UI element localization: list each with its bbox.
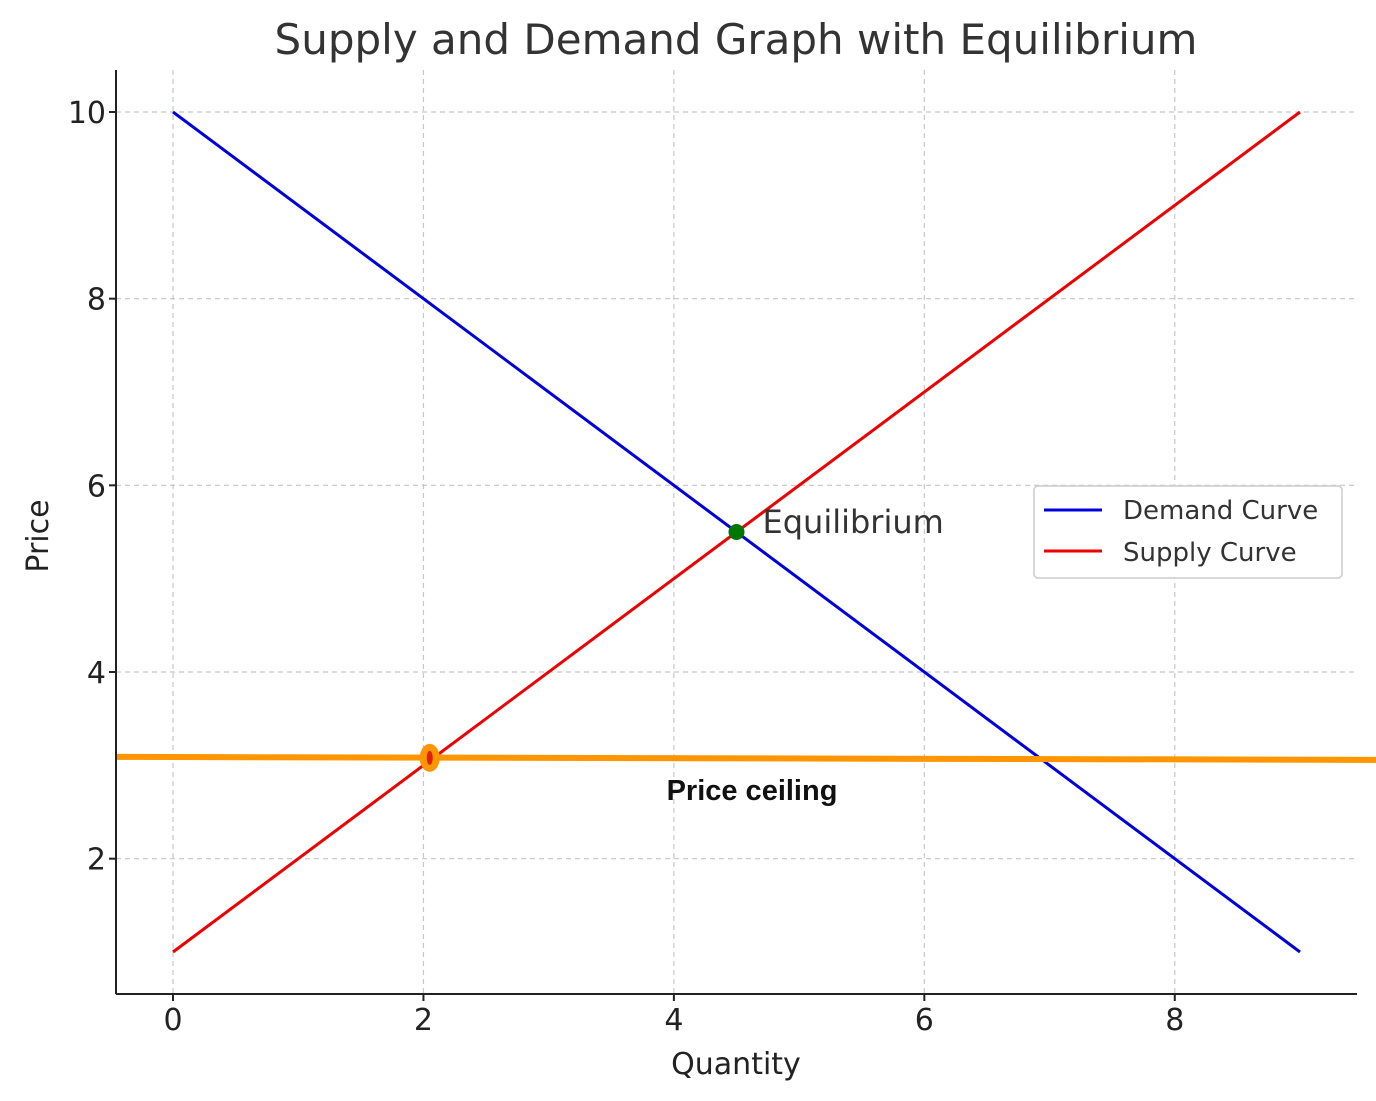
x-tick-label: 4 (664, 1003, 683, 1038)
price-ceiling-label: Price ceiling (667, 775, 838, 807)
annotation-layer: Price ceiling Equilibrium (115, 503, 1376, 807)
tick-labels: 0 2 4 6 8 2 4 6 8 10 (68, 96, 1185, 1038)
x-axis-label: Quantity (671, 1047, 801, 1082)
y-tick-label: 2 (87, 843, 106, 878)
y-tick-label: 6 (87, 469, 106, 504)
y-axis-label: Price (21, 499, 56, 572)
y-tick-label: 8 (87, 283, 106, 318)
price-ceiling-marker-core (426, 750, 433, 765)
price-ceiling-line (115, 753, 1376, 763)
chart-title: Supply and Demand Graph with Equilibrium (275, 15, 1198, 64)
x-tick-label: 2 (414, 1003, 433, 1038)
legend-label-supply: Supply Curve (1123, 538, 1297, 568)
legend: Demand Curve Supply Curve (1033, 485, 1343, 579)
x-tick-label: 0 (163, 1003, 182, 1038)
legend-box (1033, 485, 1343, 579)
x-tick-label: 8 (1165, 1003, 1184, 1038)
x-tick-label: 6 (915, 1003, 934, 1038)
equilibrium-label: Equilibrium (763, 503, 944, 541)
legend-label-demand: Demand Curve (1123, 496, 1318, 526)
y-tick-label: 4 (87, 656, 106, 691)
axes (115, 70, 1357, 995)
equilibrium-point (728, 524, 745, 540)
y-tick-label: 10 (68, 96, 106, 131)
